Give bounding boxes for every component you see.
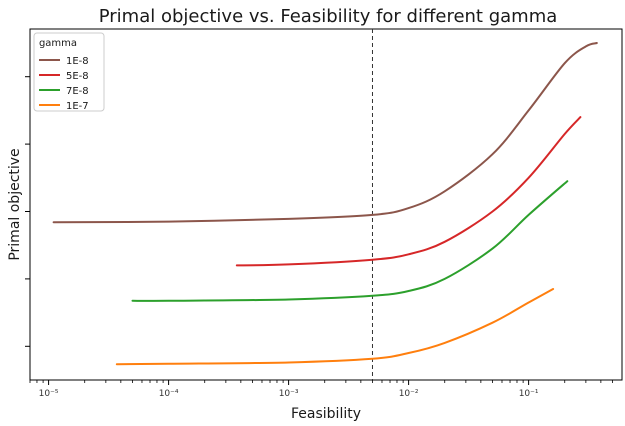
series-line-1E-7 <box>115 288 555 366</box>
series-line-1E-8 <box>52 42 598 224</box>
x-tick-label: 10⁻⁵ <box>39 389 59 399</box>
x-tick-label: 10⁻⁴ <box>159 389 179 399</box>
chart-title: Primal objective vs. Feasibility for dif… <box>99 6 558 27</box>
legend-label: 1E-7 <box>66 101 89 112</box>
y-axis <box>25 76 30 347</box>
series-line-7E-8 <box>131 180 569 302</box>
x-tick-label: 10⁻³ <box>279 389 299 399</box>
legend-box <box>33 32 105 112</box>
x-axis: 10⁻⁵ 10⁻⁴ 10⁻³ 10⁻² 10⁻¹ <box>29 380 613 399</box>
legend-label: 7E-8 <box>66 86 89 97</box>
x-axis-label: Feasibility <box>291 406 361 422</box>
x-tick-label: 10⁻¹ <box>519 389 539 399</box>
legend-label: 5E-8 <box>66 71 89 82</box>
legend-label: 1E-8 <box>66 56 89 67</box>
legend: gamma 1E-8 5E-8 7E-8 1E-7 <box>33 32 105 112</box>
legend-title: gamma <box>39 38 77 49</box>
series-line-5E-8 <box>235 116 582 267</box>
y-axis-label: Primal objective <box>7 148 23 260</box>
x-tick-label: 10⁻² <box>399 389 419 399</box>
series-group <box>52 42 598 366</box>
plot-area-frame <box>29 28 623 381</box>
